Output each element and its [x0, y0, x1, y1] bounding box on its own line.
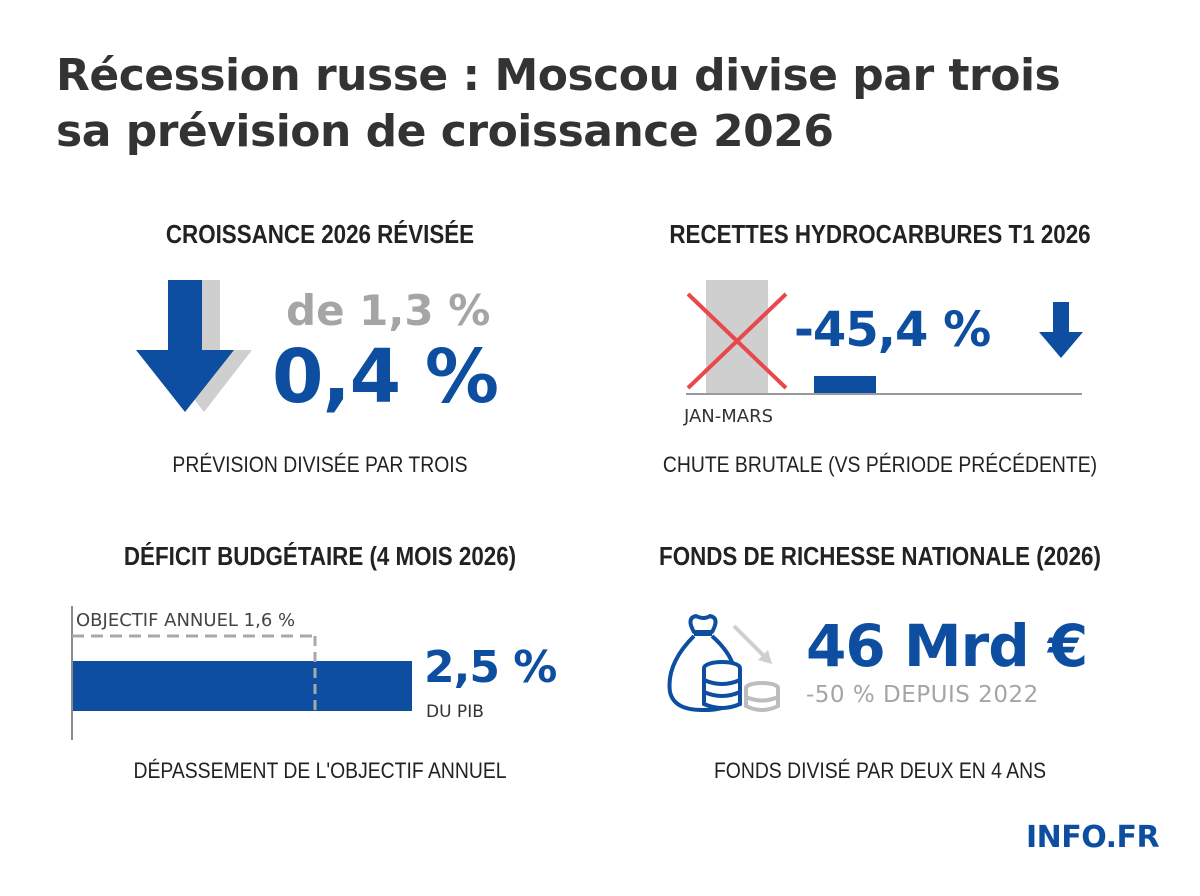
fund-change: -50 % DEPUIS 2022: [806, 682, 1039, 708]
deficit-bar-chart: [71, 606, 412, 740]
growth-panel: CROISSANCE 2026 RÉVISÉE de 1,3 % 0,4 % P…: [50, 210, 590, 500]
title-line-2: sa prévision de croissance 2026: [56, 106, 834, 157]
money-bag-coins-icon: [667, 614, 780, 712]
previous-period-bar: [706, 280, 768, 394]
hydrocarbons-caption: CHUTE BRUTALE (VS PÉRIODE PRÉCÉDENTE): [662, 452, 1098, 477]
current-forecast: 0,4 %: [272, 334, 499, 420]
fund-value: 46 Mrd €: [806, 612, 1088, 680]
arrow-main: [136, 280, 234, 412]
hydrocarbons-heading: RECETTES HYDROCARBURES T1 2026: [669, 219, 1091, 249]
revenue-change: -45,4 %: [794, 302, 991, 358]
title-line-1: Récession russe : Moscou divise par troi…: [56, 50, 1061, 101]
down-arrow-icon: [136, 280, 252, 412]
hydrocarbons-panel: RECETTES HYDROCARBURES T1 2026 JAN-MARS …: [610, 210, 1150, 500]
brand-logo: INFO.FR: [1026, 820, 1160, 855]
period-label: JAN-MARS: [684, 406, 774, 427]
deficit-panel: DÉFICIT BUDGÉTAIRE (4 MOIS 2026) OBJECTI…: [50, 532, 590, 822]
deficit-heading: DÉFICIT BUDGÉTAIRE (4 MOIS 2026): [123, 541, 517, 571]
page-title: Récession russe : Moscou divise par troi…: [56, 48, 1156, 160]
current-period-bar: [814, 376, 876, 394]
growth-heading: CROISSANCE 2026 RÉVISÉE: [165, 219, 475, 249]
fund-panel: FONDS DE RICHESSE NATIONALE (2026) 46 Mr…: [610, 532, 1150, 822]
fund-heading: FONDS DE RICHESSE NATIONALE (2026): [659, 541, 1101, 571]
deficit-value: 2,5 %: [424, 642, 557, 693]
down-arrow-icon: [1039, 302, 1083, 358]
deficit-caption: DÉPASSEMENT DE L'OBJECTIF ANNUEL: [133, 758, 507, 783]
target-label: OBJECTIF ANNUEL 1,6 %: [76, 610, 296, 631]
fund-caption: FONDS DIVISÉ PAR DEUX EN 4 ANS: [713, 758, 1047, 783]
revenue-mini-chart: [686, 280, 1082, 395]
cross-icon-b: [686, 292, 788, 390]
growth-caption: PRÉVISION DIVISÉE PAR TROIS: [172, 452, 468, 477]
deficit-unit: DU PIB: [426, 702, 484, 722]
deficit-bar: [73, 661, 412, 711]
previous-forecast: de 1,3 %: [286, 286, 491, 335]
